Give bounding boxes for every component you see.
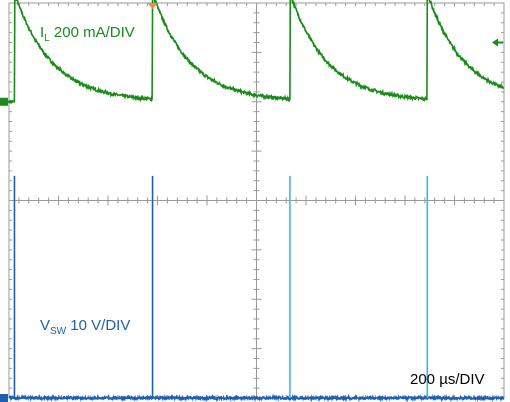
trigger-level-arrow-head: [492, 38, 498, 47]
trigger-position-marker: [147, 3, 158, 9]
timebase-label: 200 µs/DIV: [410, 371, 485, 388]
vsw-ground-marker: [0, 394, 8, 402]
traces: [8, 0, 505, 402]
vsw-channel-label: VSW 10 V/DIV: [40, 317, 130, 337]
il-ground-marker: [0, 97, 8, 106]
markers: [0, 3, 503, 402]
il-channel-label: IL 200 mA/DIV: [40, 24, 135, 44]
il-trace: [8, 0, 504, 105]
vsw-trace: [8, 393, 505, 402]
